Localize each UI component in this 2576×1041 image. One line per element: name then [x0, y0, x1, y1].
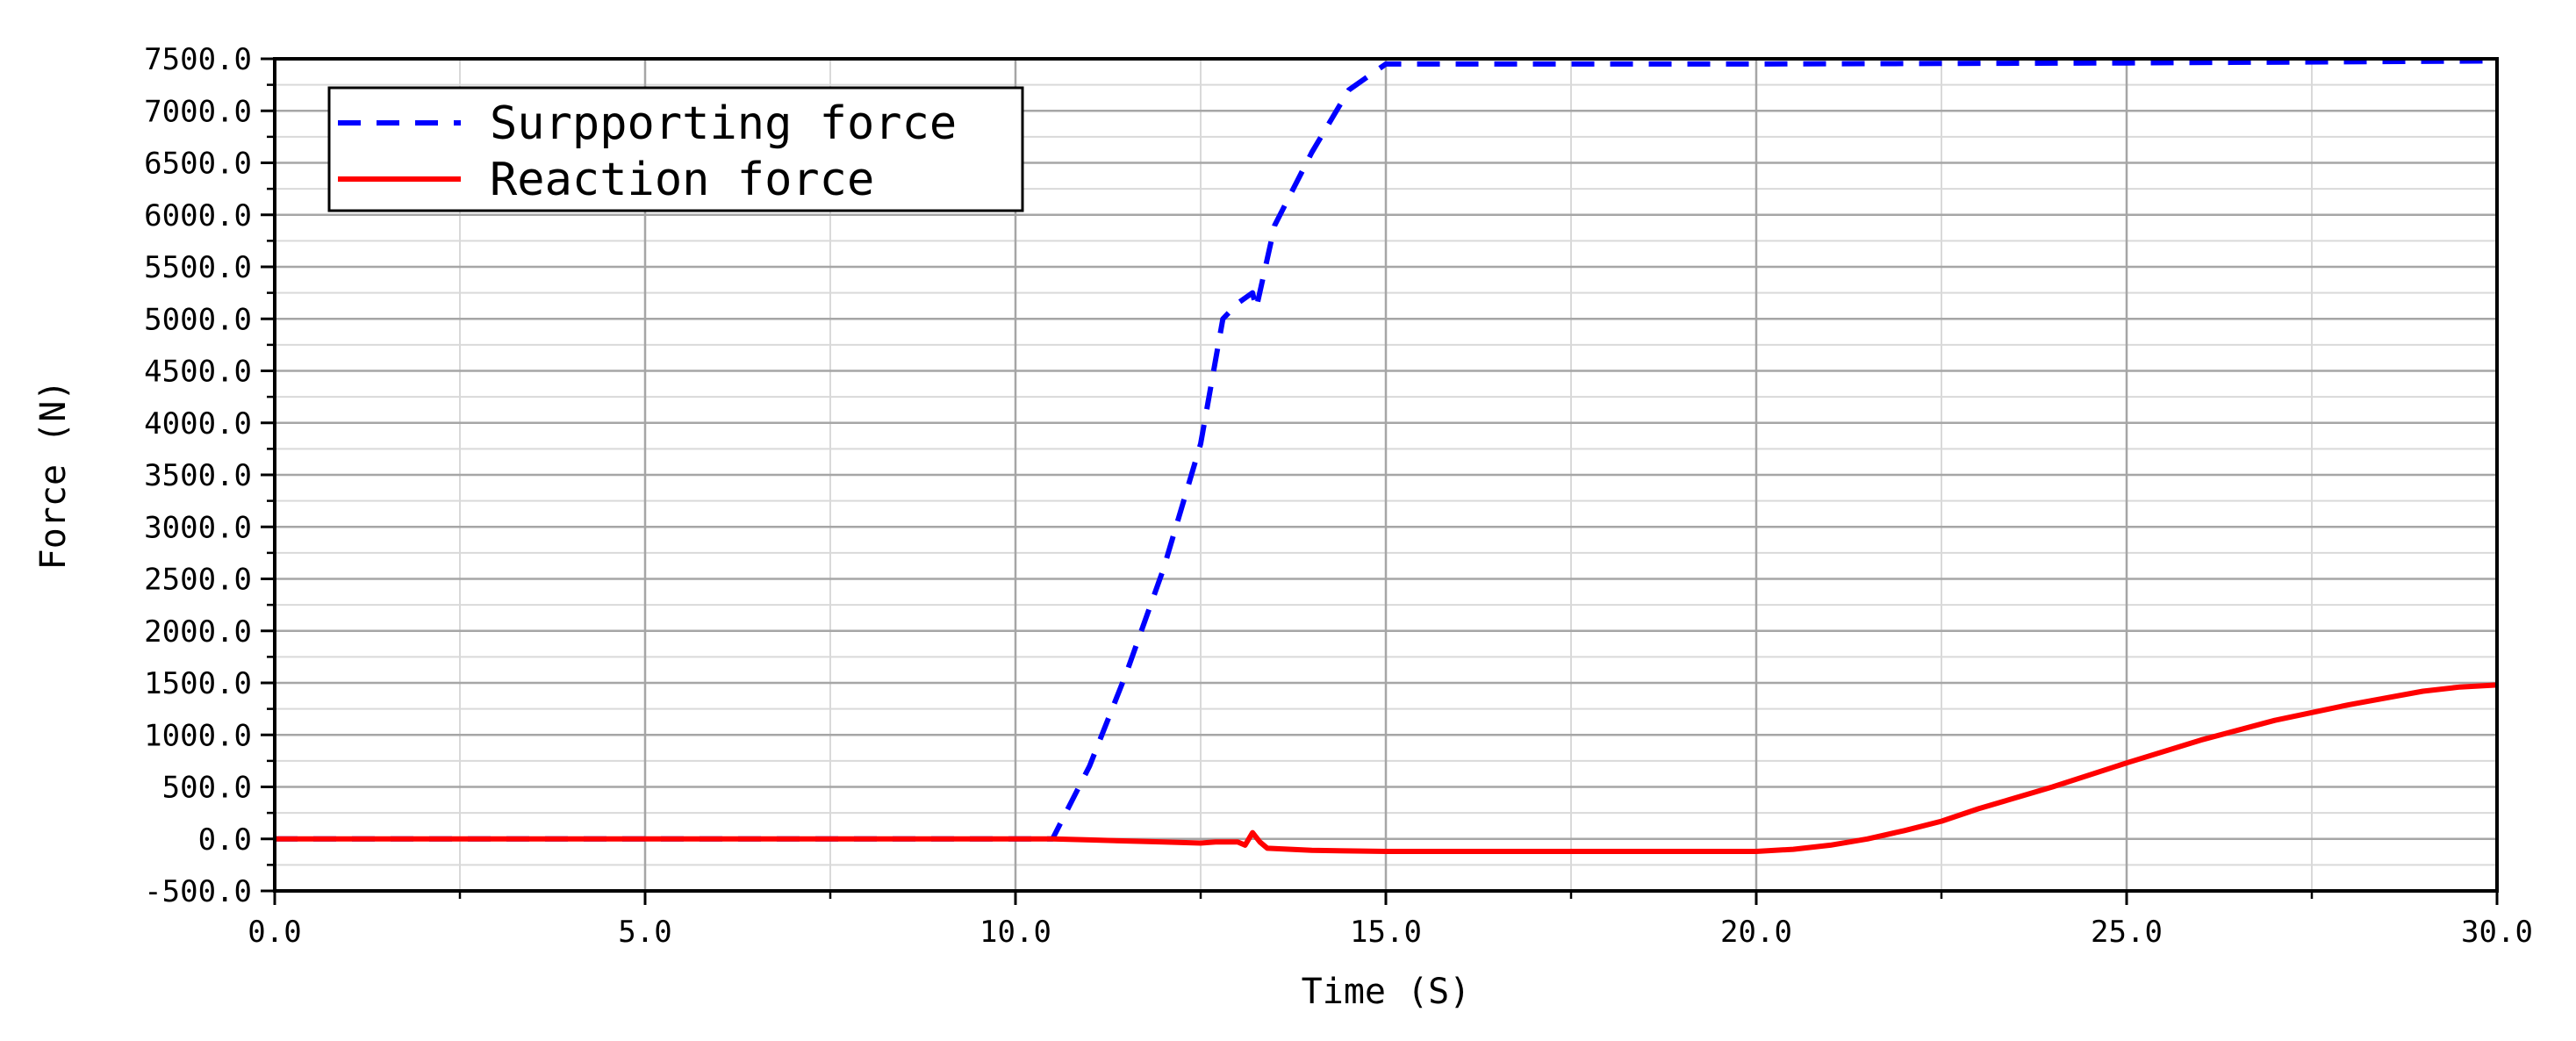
y-axis-label: Force (N) [33, 380, 74, 571]
legend-box [327, 86, 1024, 212]
y-tick-label: 0.0 [198, 822, 252, 858]
legend-label-reaction-force: Reaction force [490, 154, 874, 206]
y-tick-label: 2500.0 [144, 563, 252, 598]
x-axis-label: Time (S) [1302, 972, 1471, 1012]
y-tick-label: 6000.0 [144, 198, 252, 233]
x-tick-label: 10.0 [979, 915, 1051, 950]
y-tick-label: 1500.0 [144, 666, 252, 701]
series-lines [275, 58, 2498, 854]
y-tick-label: 5500.0 [144, 250, 252, 285]
x-tick-label: 30.0 [2461, 915, 2533, 950]
x-tick-label: 0.0 [248, 915, 301, 950]
x-tick-label: 20.0 [1720, 915, 1792, 950]
y-tick-label: 3500.0 [144, 458, 252, 493]
x-tick-label: 25.0 [2091, 915, 2163, 950]
y-tick-label: 2000.0 [144, 614, 252, 650]
series-line-reaction-force [275, 682, 2498, 854]
y-tick-label: 1000.0 [144, 718, 252, 753]
y-tick-label: 4500.0 [144, 355, 252, 390]
y-tick-label: 7500.0 [144, 42, 252, 77]
y-tick-label: 6500.0 [144, 147, 252, 182]
y-tick-label: 3000.0 [144, 510, 252, 545]
series-line-surpporting-force [275, 58, 2498, 842]
axes: 0.0 5.0 10.0 15.0 20.0 25.0 30.0 -500.0 0.0 500.0… [144, 42, 2533, 950]
y-tick-label: -500.0 [144, 874, 252, 909]
y-tick-label: 5000.0 [144, 302, 252, 337]
x-tick-label: 5.0 [618, 915, 671, 950]
legend-label-surpporting-force: Surpporting force [490, 97, 957, 150]
x-tick-label: 15.0 [1350, 915, 1422, 950]
y-tick-label: 500.0 [162, 771, 252, 806]
legend: Surpporting force Reaction force [327, 86, 1024, 212]
y-tick-label: 4000.0 [144, 406, 252, 442]
y-tick-label: 7000.0 [144, 94, 252, 129]
